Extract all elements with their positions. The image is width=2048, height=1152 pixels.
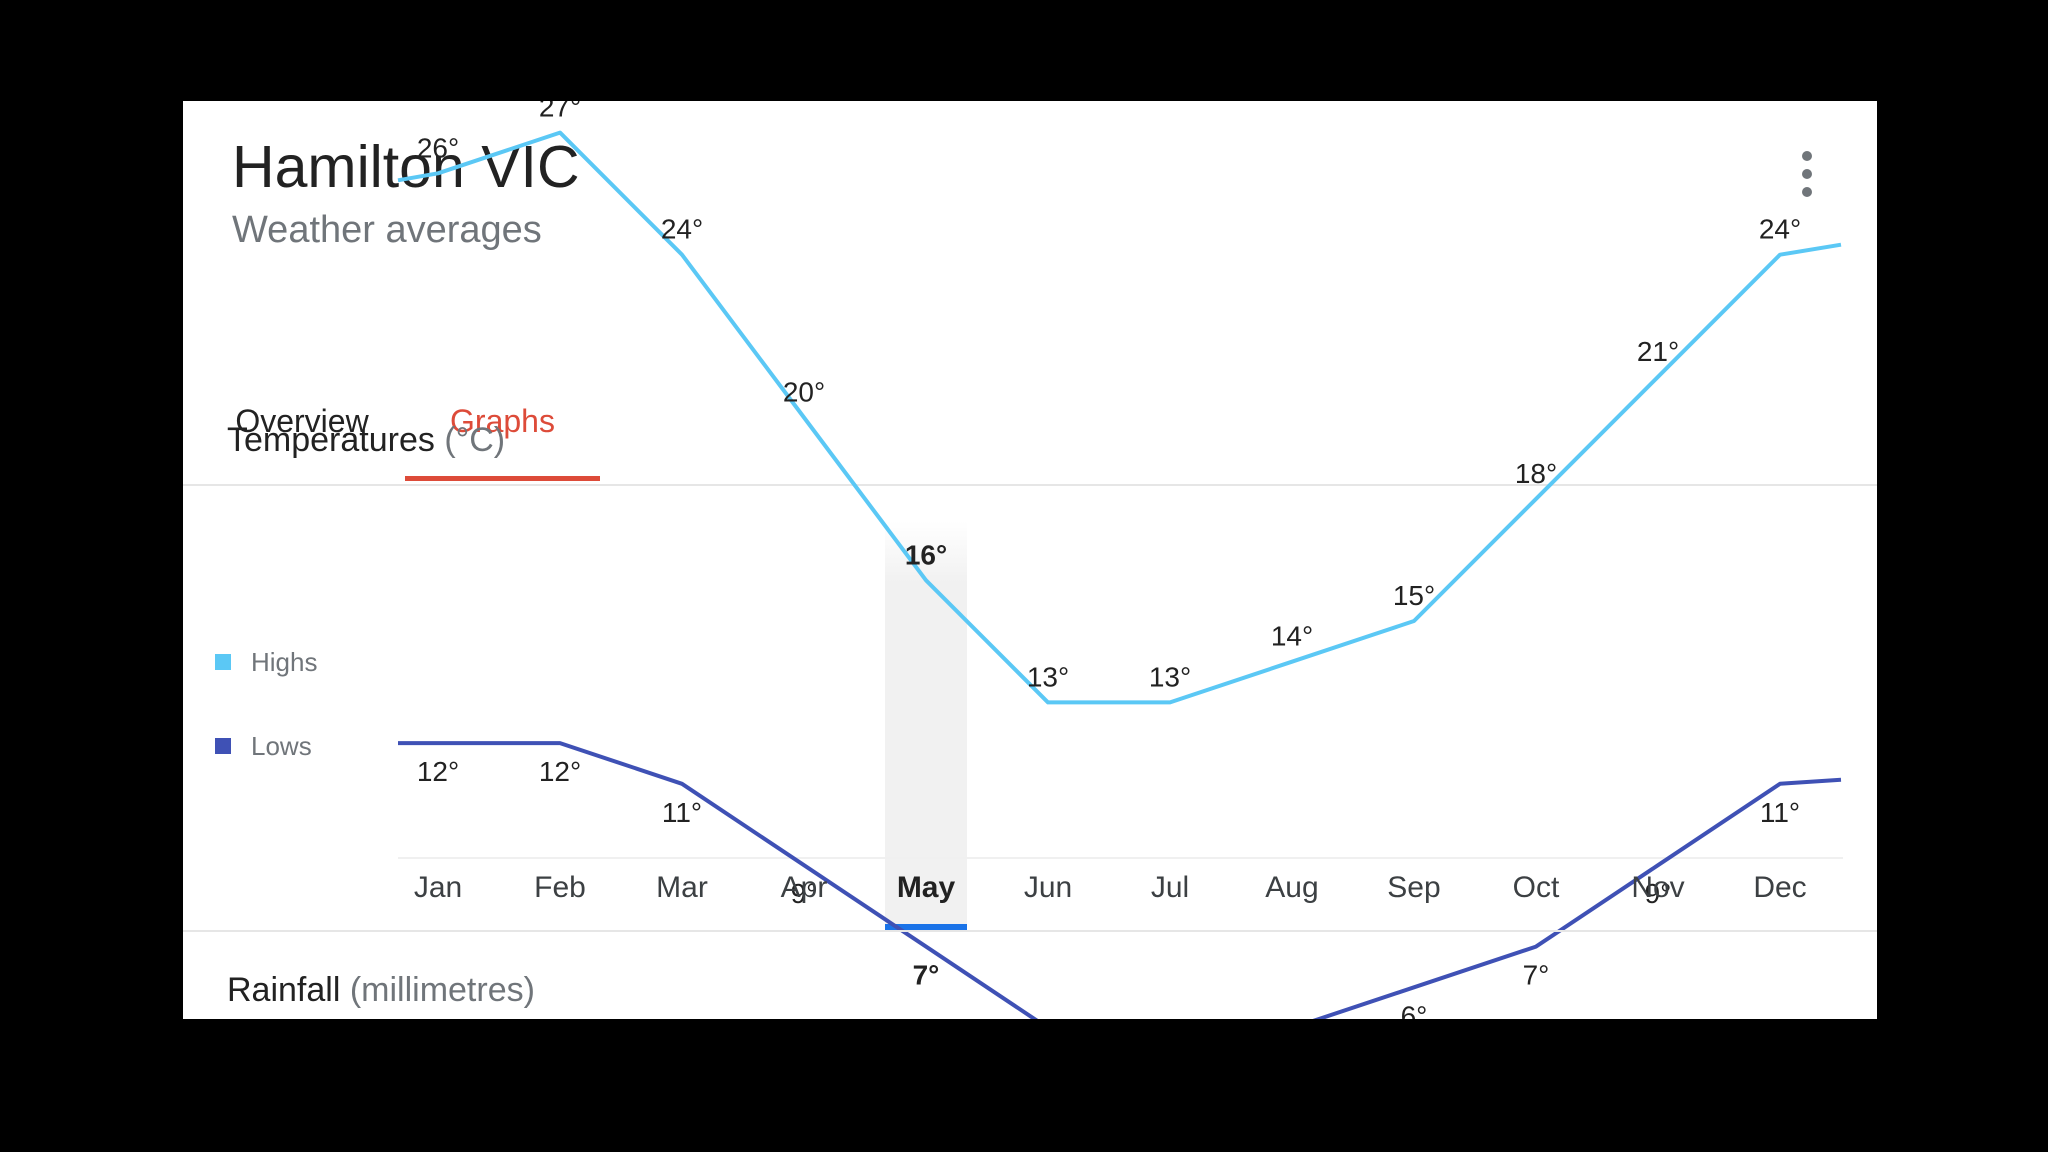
data-label-lows-may: 7° (913, 960, 940, 991)
data-label-highs-feb: 27° (539, 101, 581, 123)
tab-graphs-label: Graphs (450, 403, 555, 439)
place-subtitle: Weather averages (232, 209, 542, 251)
temperatures-unit: (°C) (444, 421, 506, 459)
tab-bar: Overview Graphs (183, 291, 1877, 486)
legend-lows-label: Lows (251, 731, 312, 761)
series-line-highs (397, 130, 1842, 705)
data-label-lows-feb: 12° (539, 756, 581, 787)
data-label-highs-jul: 13° (1149, 661, 1191, 692)
temperature-chart: 26° 27° 24° 20° 16° 13° 13° 14° 15° 18° 21° 24° 12° 1… (397, 101, 1843, 1019)
chart-divider (183, 930, 1877, 932)
data-label-highs-may: 16° (905, 539, 947, 570)
month-label-mar: Mar (656, 871, 708, 904)
data-label-lows-dec: 11° (1760, 797, 1800, 828)
rainfall-heading: Rainfall (millimetres) (227, 971, 535, 1010)
month-label-feb: Feb (534, 871, 586, 904)
temperatures-heading: Temperatures (°C) (227, 421, 505, 460)
data-label-highs-aug: 14° (1271, 621, 1313, 652)
tab-overview[interactable]: Overview (227, 291, 377, 439)
tab-graphs-underline (405, 476, 600, 481)
legend-lows-swatch (215, 738, 231, 755)
data-label-lows-mar: 11° (662, 797, 702, 828)
month-label-jan: Jan (414, 871, 462, 904)
month-label-jun: Jun (1024, 871, 1072, 904)
weather-card: Hamilton VIC Weather averages Overview G… (183, 101, 1877, 1019)
legend-highs-label: Highs (251, 647, 318, 677)
month-label-sep: Sep (1387, 871, 1440, 904)
legend-lows: Lows (215, 731, 312, 762)
month-label-aug: Aug (1265, 871, 1318, 904)
rainfall-unit: (millimetres) (349, 971, 535, 1009)
data-label-lows-sep: 6° (1401, 1000, 1428, 1019)
month-label-oct: Oct (1513, 871, 1560, 904)
data-label-highs-nov: 21° (1637, 336, 1679, 367)
selected-month-column (885, 521, 967, 931)
temperatures-title: Temperatures (227, 421, 435, 459)
data-label-lows-apr: 9° (791, 878, 818, 909)
month-label-apr: Apr (781, 871, 828, 904)
month-label-nov: Nov (1631, 871, 1684, 904)
legend-highs-swatch (215, 654, 231, 671)
data-label-lows-nov: 9° (1645, 878, 1672, 909)
data-label-lows-jan: 12° (417, 756, 459, 787)
selected-month-indicator (885, 924, 967, 930)
data-label-lows-oct: 7° (1523, 960, 1550, 991)
data-label-highs-mar: 24° (661, 214, 703, 245)
data-label-highs-apr: 20° (783, 377, 825, 408)
month-label-may: May (897, 871, 956, 904)
data-label-highs-jun: 13° (1027, 661, 1069, 692)
data-label-highs-oct: 18° (1515, 458, 1557, 489)
month-label-jul: Jul (1151, 871, 1189, 904)
rainfall-title: Rainfall (227, 971, 341, 1009)
series-line-lows (398, 741, 1842, 1019)
data-label-highs-dec: 24° (1759, 214, 1801, 245)
more-vert-icon[interactable] (1783, 149, 1831, 201)
tab-divider (183, 484, 1877, 486)
tab-graphs[interactable]: Graphs (405, 291, 600, 481)
tab-overview-label: Overview (235, 403, 369, 439)
data-label-highs-sep: 15° (1393, 580, 1435, 611)
legend-highs: Highs (215, 647, 317, 678)
month-label-dec: Dec (1753, 871, 1806, 904)
data-label-highs-jan: 26° (417, 132, 459, 163)
